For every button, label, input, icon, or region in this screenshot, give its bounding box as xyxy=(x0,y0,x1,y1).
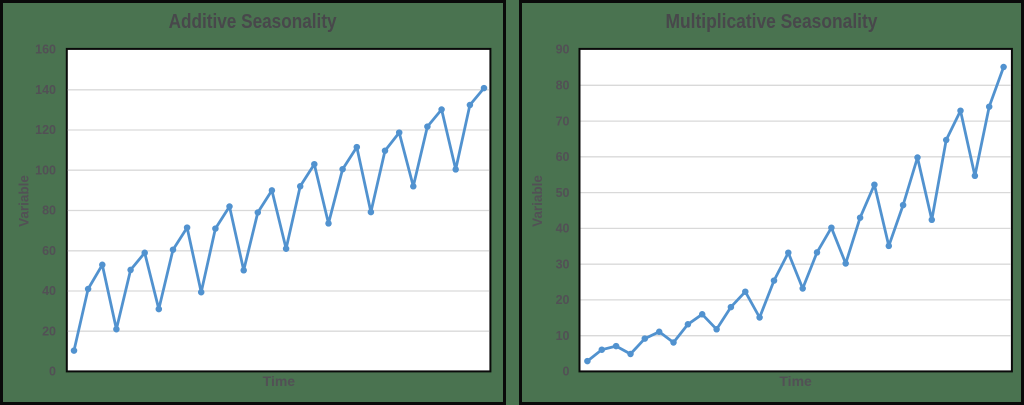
svg-text:70: 70 xyxy=(556,114,570,128)
svg-text:100: 100 xyxy=(35,163,56,177)
svg-text:80: 80 xyxy=(556,79,570,93)
svg-text:Multiplicative Seasonality: Multiplicative Seasonality xyxy=(666,11,879,33)
svg-text:160: 160 xyxy=(35,43,56,57)
svg-text:Variable: Variable xyxy=(17,175,32,227)
svg-text:60: 60 xyxy=(42,244,56,258)
svg-text:Time: Time xyxy=(263,373,296,389)
svg-text:0: 0 xyxy=(563,365,570,379)
svg-text:30: 30 xyxy=(556,257,570,271)
svg-text:140: 140 xyxy=(35,83,56,97)
svg-text:50: 50 xyxy=(556,186,570,200)
svg-text:40: 40 xyxy=(556,222,570,236)
svg-text:Variable: Variable xyxy=(530,175,545,227)
svg-text:0: 0 xyxy=(49,365,56,379)
svg-text:120: 120 xyxy=(35,123,56,137)
svg-text:40: 40 xyxy=(42,284,56,298)
svg-text:Additive Seasonality: Additive Seasonality xyxy=(169,11,338,33)
svg-text:10: 10 xyxy=(556,329,570,343)
svg-text:90: 90 xyxy=(556,43,570,57)
svg-text:20: 20 xyxy=(42,324,56,338)
svg-text:80: 80 xyxy=(42,204,56,218)
svg-text:Time: Time xyxy=(779,373,812,389)
svg-text:60: 60 xyxy=(556,150,570,164)
svg-text:20: 20 xyxy=(556,293,570,307)
